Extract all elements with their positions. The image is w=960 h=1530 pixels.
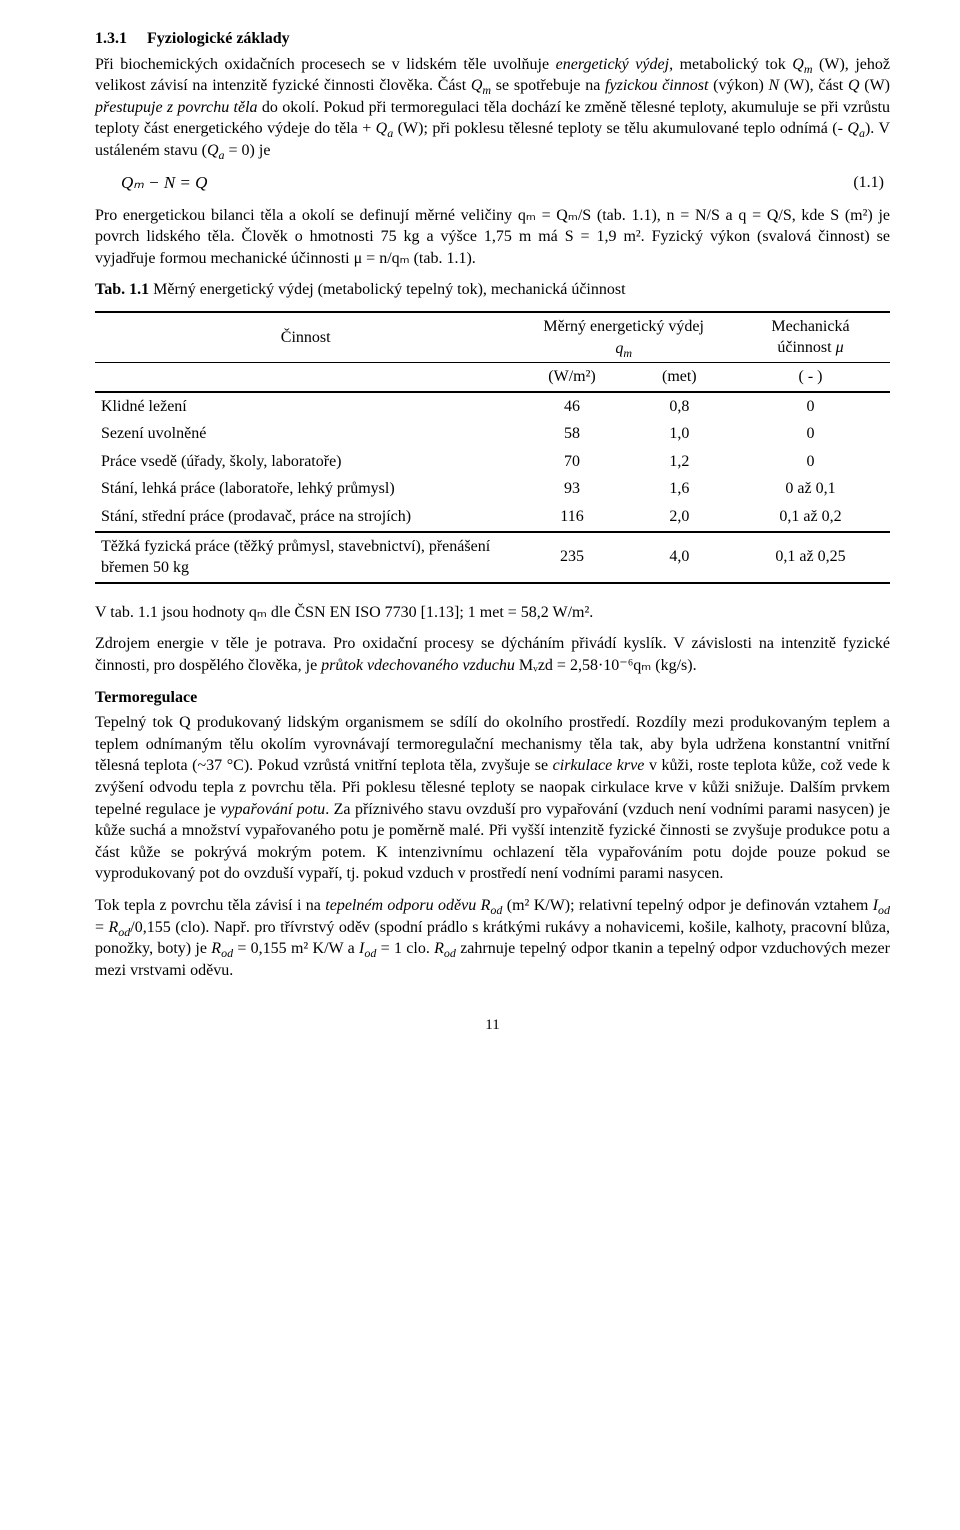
table-row: Stání, střední práce (prodavač, práce na…	[95, 503, 890, 532]
table-row: Stání, lehká práce (laboratoře, lehký pr…	[95, 475, 890, 503]
table-caption-text: Měrný energetický výdej (metabolický tep…	[149, 281, 625, 298]
col-header-efficiency: Mechanická účinnost μ	[731, 312, 890, 363]
subheading-thermoregulation: Termoregulace	[95, 687, 890, 709]
paragraph-specific-quantities: Pro energetickou bilanci těla a okolí se…	[95, 205, 890, 270]
section-title: Fyziologické základy	[147, 30, 290, 47]
unit-met: (met)	[628, 363, 731, 392]
page-number: 11	[95, 1015, 890, 1035]
table-row: Klidné ležení 46 0,8 0	[95, 392, 890, 421]
table-row: Sezení uvolněné 58 1,0 0	[95, 420, 890, 448]
unit-mu: ( - )	[731, 363, 890, 392]
col-header-activity: Činnost	[95, 312, 516, 363]
paragraph-thermoregulation: Tepelný tok Q produkovaný lidským organi…	[95, 712, 890, 885]
page: 1.3.1 Fyziologické základy Při biochemic…	[0, 0, 960, 1064]
section-number: 1.3.1	[95, 30, 127, 47]
unit-wm2: (W/m²)	[516, 363, 627, 392]
equation-1-1: Qₘ − N = Q (1.1)	[95, 172, 890, 195]
table-caption-label: Tab. 1.1	[95, 281, 149, 298]
table-row: Práce vsedě (úřady, školy, laboratoře) 7…	[95, 448, 890, 476]
paragraph-breathing: Zdrojem energie v těle je potrava. Pro o…	[95, 633, 890, 676]
paragraph-after-table: V tab. 1.1 jsou hodnoty qₘ dle ČSN EN IS…	[95, 602, 890, 624]
col-header-energy: Měrný energetický výdej qm	[516, 312, 731, 363]
section-heading: 1.3.1 Fyziologické základy	[95, 28, 890, 50]
paragraph-clothing-resistance: Tok tepla z povrchu těla závisí i na tep…	[95, 895, 890, 981]
table-metabolic: Činnost Měrný energetický výdej qm Mecha…	[95, 311, 890, 584]
table-caption: Tab. 1.1 Měrný energetický výdej (metabo…	[95, 279, 890, 301]
table-row: Těžká fyzická práce (těžký průmysl, stav…	[95, 532, 890, 583]
equation-body: Qₘ − N = Q	[95, 172, 207, 195]
paragraph-physiology-intro: Při biochemických oxidačních procesech s…	[95, 54, 890, 162]
equation-number: (1.1)	[853, 172, 890, 194]
